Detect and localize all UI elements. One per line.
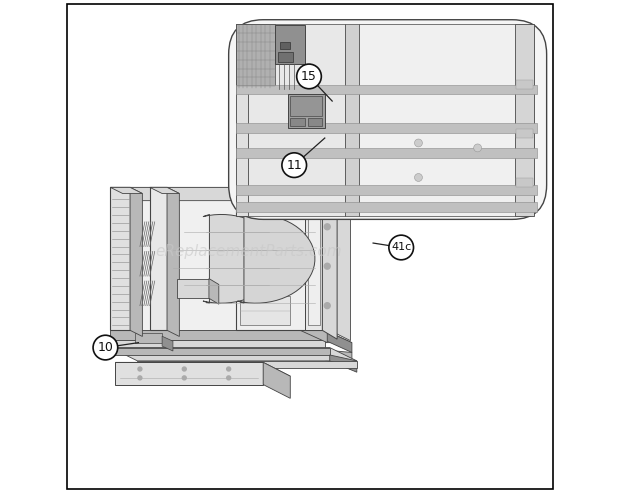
Circle shape	[324, 263, 330, 269]
Polygon shape	[249, 24, 345, 216]
Polygon shape	[345, 24, 360, 216]
Polygon shape	[236, 148, 537, 158]
Polygon shape	[308, 118, 322, 126]
Polygon shape	[110, 187, 300, 330]
Polygon shape	[325, 350, 352, 370]
Polygon shape	[290, 96, 322, 116]
Polygon shape	[236, 185, 537, 195]
Polygon shape	[305, 192, 322, 330]
Circle shape	[93, 335, 118, 360]
Polygon shape	[110, 187, 143, 193]
Polygon shape	[516, 80, 533, 89]
Polygon shape	[135, 333, 162, 343]
Polygon shape	[237, 214, 315, 303]
Polygon shape	[110, 348, 357, 361]
Polygon shape	[240, 296, 290, 325]
Polygon shape	[236, 24, 249, 216]
Text: 41c: 41c	[391, 243, 411, 252]
Polygon shape	[263, 362, 290, 398]
Circle shape	[415, 174, 422, 181]
Polygon shape	[177, 279, 209, 298]
Polygon shape	[308, 197, 320, 325]
Polygon shape	[115, 362, 290, 376]
Circle shape	[474, 144, 482, 152]
Polygon shape	[278, 52, 293, 62]
Circle shape	[182, 376, 186, 380]
Circle shape	[182, 367, 186, 371]
Circle shape	[389, 235, 414, 260]
Polygon shape	[516, 129, 533, 138]
Polygon shape	[288, 94, 325, 128]
Polygon shape	[360, 24, 515, 216]
Polygon shape	[322, 192, 337, 339]
Polygon shape	[305, 192, 337, 201]
Polygon shape	[110, 340, 325, 350]
Polygon shape	[330, 192, 350, 341]
Polygon shape	[138, 361, 357, 368]
Polygon shape	[236, 192, 350, 203]
Polygon shape	[236, 202, 537, 212]
Circle shape	[227, 367, 231, 371]
Polygon shape	[110, 348, 330, 355]
Polygon shape	[162, 336, 173, 351]
Polygon shape	[167, 187, 179, 336]
Polygon shape	[515, 24, 534, 216]
Polygon shape	[300, 187, 327, 343]
Circle shape	[282, 153, 306, 177]
Polygon shape	[236, 85, 537, 94]
Text: 10: 10	[97, 341, 113, 354]
Circle shape	[297, 64, 321, 89]
Polygon shape	[130, 187, 143, 336]
Polygon shape	[150, 187, 179, 193]
FancyBboxPatch shape	[229, 20, 547, 219]
Polygon shape	[275, 25, 305, 64]
Polygon shape	[203, 214, 280, 303]
Polygon shape	[110, 330, 352, 343]
Polygon shape	[115, 362, 263, 385]
Polygon shape	[516, 178, 533, 187]
Text: 11: 11	[286, 159, 302, 172]
Polygon shape	[236, 123, 537, 133]
Circle shape	[415, 139, 422, 147]
Circle shape	[138, 367, 142, 371]
Text: 15: 15	[301, 70, 317, 83]
Polygon shape	[330, 355, 357, 372]
Circle shape	[324, 224, 330, 230]
Polygon shape	[236, 192, 330, 330]
Polygon shape	[110, 187, 130, 330]
Polygon shape	[236, 24, 275, 89]
Polygon shape	[150, 187, 167, 330]
Polygon shape	[110, 330, 325, 340]
Circle shape	[138, 376, 142, 380]
Polygon shape	[110, 187, 327, 201]
Polygon shape	[280, 42, 290, 49]
Circle shape	[324, 303, 330, 309]
Polygon shape	[325, 330, 352, 352]
Polygon shape	[290, 118, 305, 126]
Text: eReplacementParts.com: eReplacementParts.com	[155, 244, 342, 259]
Circle shape	[227, 376, 231, 380]
Polygon shape	[209, 279, 219, 304]
